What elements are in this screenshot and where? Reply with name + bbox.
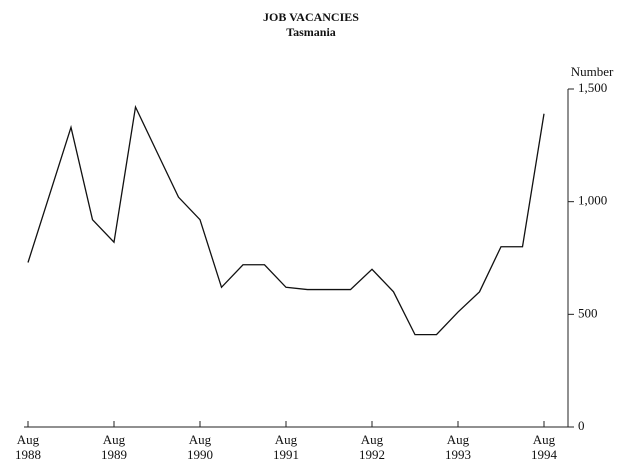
y-tick-label: 500	[578, 305, 598, 320]
y-tick-label: 1,500	[578, 80, 607, 95]
x-tick-label: Aug 1988	[15, 432, 41, 462]
y-tick-label: 1,000	[578, 193, 607, 208]
x-tick-label: Aug 1989	[101, 432, 127, 462]
chart-subtitle: Tasmania	[286, 25, 336, 39]
chart-title: JOB VACANCIES	[263, 10, 359, 24]
x-tick-label: Aug 1992	[359, 432, 385, 462]
y-axis-label: Number	[571, 64, 614, 79]
x-tick-label: Aug 1993	[445, 432, 471, 462]
data-line	[27, 104, 545, 336]
x-tick-label: Aug 1990	[187, 432, 213, 462]
y-tick-label: 0	[578, 418, 585, 433]
x-tick-label: Aug 1991	[273, 432, 299, 462]
x-tick-label: Aug 1994	[531, 432, 558, 462]
